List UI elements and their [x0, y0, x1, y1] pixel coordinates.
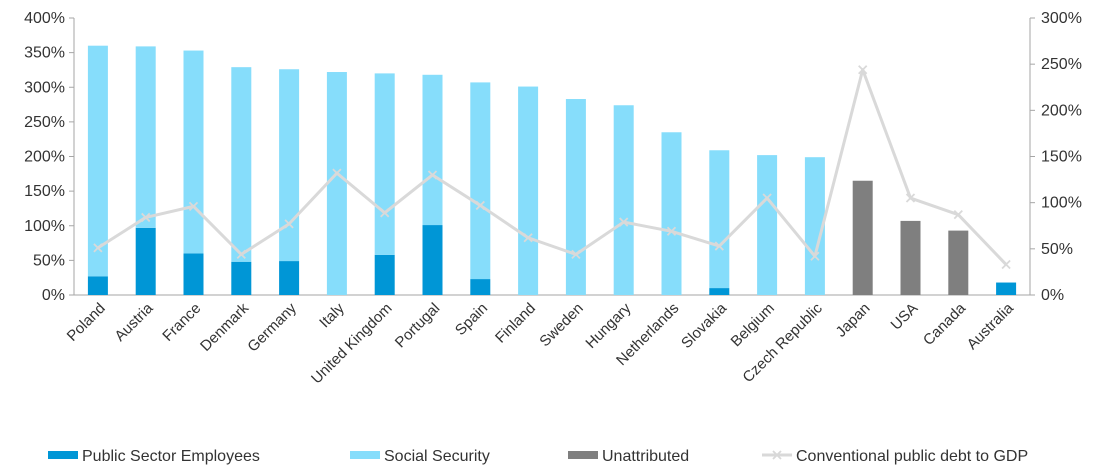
bar-unattributed-canada: [948, 230, 969, 295]
bar-social-security-united-kingdom: [374, 73, 395, 255]
debt-point-canada: [953, 210, 963, 220]
bar-public-sector-employees-united-kingdom: [374, 254, 395, 295]
legend-swatch: [48, 451, 78, 459]
bar-social-security-slovakia: [709, 150, 730, 289]
bar-social-security-austria: [135, 46, 156, 228]
debt-point-japan: [858, 65, 868, 75]
debt-point-italy: [332, 168, 342, 178]
bar-social-security-belgium: [757, 155, 778, 295]
debt-point-belgium: [762, 193, 772, 203]
legend-swatch: [350, 451, 380, 459]
category-label: Germany: [244, 299, 300, 355]
bar-social-security-poland: [87, 45, 108, 277]
y-right-tick-label: 100%: [1041, 195, 1082, 212]
bar-public-sector-employees-denmark: [231, 261, 252, 295]
bar-public-sector-employees-australia: [996, 282, 1017, 295]
bar-public-sector-employees-slovakia: [709, 288, 730, 295]
bar-public-sector-employees-portugal: [422, 225, 443, 295]
y-right-tick-label: 150%: [1041, 149, 1082, 166]
legend-label: Conventional public debt to GDP: [796, 448, 1028, 465]
category-label: Japan: [833, 300, 874, 341]
bar-public-sector-employees-france: [183, 253, 204, 295]
y-left-tick-label: 400%: [24, 10, 65, 27]
y-left-tick-label: 0%: [42, 287, 65, 304]
debt-point-united-kingdom: [380, 208, 390, 218]
category-label: Finland: [492, 300, 539, 347]
category-label: Italy: [316, 299, 348, 331]
debt-point-usa: [905, 193, 916, 203]
bar-public-sector-employees-austria: [135, 227, 156, 295]
debt-point-spain: [475, 200, 485, 211]
bar-social-security-portugal: [422, 74, 443, 226]
y-right-tick-label: 0%: [1041, 287, 1064, 304]
bars: [87, 45, 1017, 296]
legend-swatch: [568, 451, 598, 459]
category-label: USA: [887, 300, 921, 334]
bar-social-security-denmark: [231, 67, 252, 262]
bar-social-security-italy: [326, 72, 347, 295]
bar-public-sector-employees-germany: [279, 261, 300, 295]
bar-public-sector-employees-spain: [470, 279, 491, 295]
bar-social-security-netherlands: [661, 132, 682, 295]
legend-marker: [772, 450, 782, 460]
bar-social-security-france: [183, 50, 204, 254]
category-label: France: [159, 300, 204, 345]
bar-social-security-hungary: [613, 105, 634, 295]
debt-line-path: [97, 68, 1008, 266]
y-left-tick-label: 50%: [33, 252, 65, 269]
bar-public-sector-employees-poland: [87, 276, 108, 295]
debt-point-portugal: [427, 170, 438, 180]
legend-label: Public Sector Employees: [82, 448, 260, 465]
legend-label: Social Security: [384, 448, 490, 465]
category-label: Poland: [64, 300, 109, 345]
category-label: Slovakia: [678, 299, 731, 352]
y-left-tick-label: 350%: [24, 45, 65, 62]
y-left-tick-label: 150%: [24, 183, 65, 200]
bar-unattributed-usa: [900, 220, 921, 295]
bar-social-security-sweden: [565, 99, 586, 296]
category-label: Denmark: [197, 299, 252, 354]
bar-social-security-czech-republic: [804, 157, 825, 295]
debt-point-hungary: [619, 217, 629, 227]
category-label: Canada: [920, 299, 970, 349]
debt-line: [93, 65, 1011, 270]
category-label: United Kingdom: [308, 300, 395, 387]
category-label: Sweden: [536, 300, 586, 350]
category-label: Australia: [964, 299, 1018, 353]
axes: 0% 50% 100% 150% 200% 250% 300% 350% 400% 0% 50% 10…: [24, 10, 1082, 304]
legend: Public Sector Employees Social Security Un…: [48, 448, 1028, 465]
debt-point-austria: [141, 212, 151, 223]
y-left-tick-label: 100%: [24, 218, 65, 235]
debt-point-slovakia: [714, 241, 724, 251]
y-right-tick-label: 300%: [1041, 10, 1082, 27]
debt-point-australia: [1001, 259, 1011, 270]
debt-point-poland: [93, 243, 103, 253]
y-right-tick-label: 50%: [1041, 241, 1073, 258]
debt-point-sweden: [571, 249, 581, 260]
debt-point-denmark: [236, 249, 246, 260]
y-left-tick-label: 300%: [24, 79, 65, 96]
y-right-tick-label: 250%: [1041, 56, 1082, 73]
legend-label: Unattributed: [602, 448, 689, 465]
debt-point-germany: [284, 219, 294, 229]
y-right-tick-label: 200%: [1041, 102, 1082, 119]
category-label: Spain: [452, 300, 491, 339]
bar-unattributed-japan: [852, 180, 873, 295]
debt-point-czech-republic: [810, 251, 820, 261]
category-label: Portugal: [392, 300, 444, 352]
bar-social-security-spain: [470, 82, 491, 280]
debt-point-france: [188, 201, 199, 211]
y-left-tick-label: 200%: [24, 149, 65, 166]
bar-social-security-finland: [518, 86, 539, 296]
debt-point-netherlands: [666, 226, 677, 236]
category-label: Austria: [111, 299, 156, 344]
y-left-tick-label: 250%: [24, 114, 65, 131]
debt-point-finland: [523, 233, 533, 243]
bar-social-security-germany: [279, 69, 300, 262]
